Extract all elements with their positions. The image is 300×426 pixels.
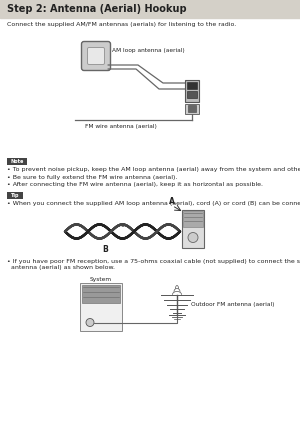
Bar <box>7 192 23 199</box>
Text: Tip: Tip <box>11 193 19 198</box>
Text: B: B <box>102 245 108 253</box>
Bar <box>187 82 197 89</box>
Bar <box>185 80 199 102</box>
Text: • If you have poor FM reception, use a 75-ohms coaxial cable (not supplied) to c: • If you have poor FM reception, use a 7… <box>7 259 300 264</box>
Bar <box>80 282 122 331</box>
Bar <box>185 104 199 114</box>
Text: Connect the supplied AM/FM antennas (aerials) for listening to the radio.: Connect the supplied AM/FM antennas (aer… <box>7 22 236 27</box>
Text: FM wire antenna (aerial): FM wire antenna (aerial) <box>85 124 157 129</box>
Bar <box>183 210 203 227</box>
Bar <box>7 158 27 165</box>
Text: Note: Note <box>10 159 24 164</box>
Text: • To prevent noise pickup, keep the AM loop antenna (aerial) away from the syste: • To prevent noise pickup, keep the AM l… <box>7 167 300 172</box>
Bar <box>82 285 120 302</box>
Text: • When you connect the supplied AM loop antenna (aerial), cord (A) or cord (B) c: • When you connect the supplied AM loop … <box>7 201 300 205</box>
Text: antenna (aerial) as shown below.: antenna (aerial) as shown below. <box>7 265 115 271</box>
Bar <box>182 210 204 248</box>
Text: • After connecting the FM wire antenna (aerial), keep it as horizontal as possib: • After connecting the FM wire antenna (… <box>7 182 263 187</box>
Bar <box>188 105 196 112</box>
Text: AM loop antenna (aerial): AM loop antenna (aerial) <box>112 48 185 53</box>
Text: Outdoor FM antenna (aerial): Outdoor FM antenna (aerial) <box>191 302 274 307</box>
Text: System: System <box>90 277 112 282</box>
Circle shape <box>188 233 198 242</box>
FancyBboxPatch shape <box>88 48 104 64</box>
Bar <box>0 0 300 18</box>
Bar <box>187 91 197 98</box>
FancyBboxPatch shape <box>82 41 110 70</box>
Text: Step 2: Antenna (Aerial) Hookup: Step 2: Antenna (Aerial) Hookup <box>7 4 187 14</box>
Text: A: A <box>169 196 175 205</box>
Circle shape <box>86 319 94 326</box>
Text: • Be sure to fully extend the FM wire antenna (aerial).: • Be sure to fully extend the FM wire an… <box>7 175 177 179</box>
